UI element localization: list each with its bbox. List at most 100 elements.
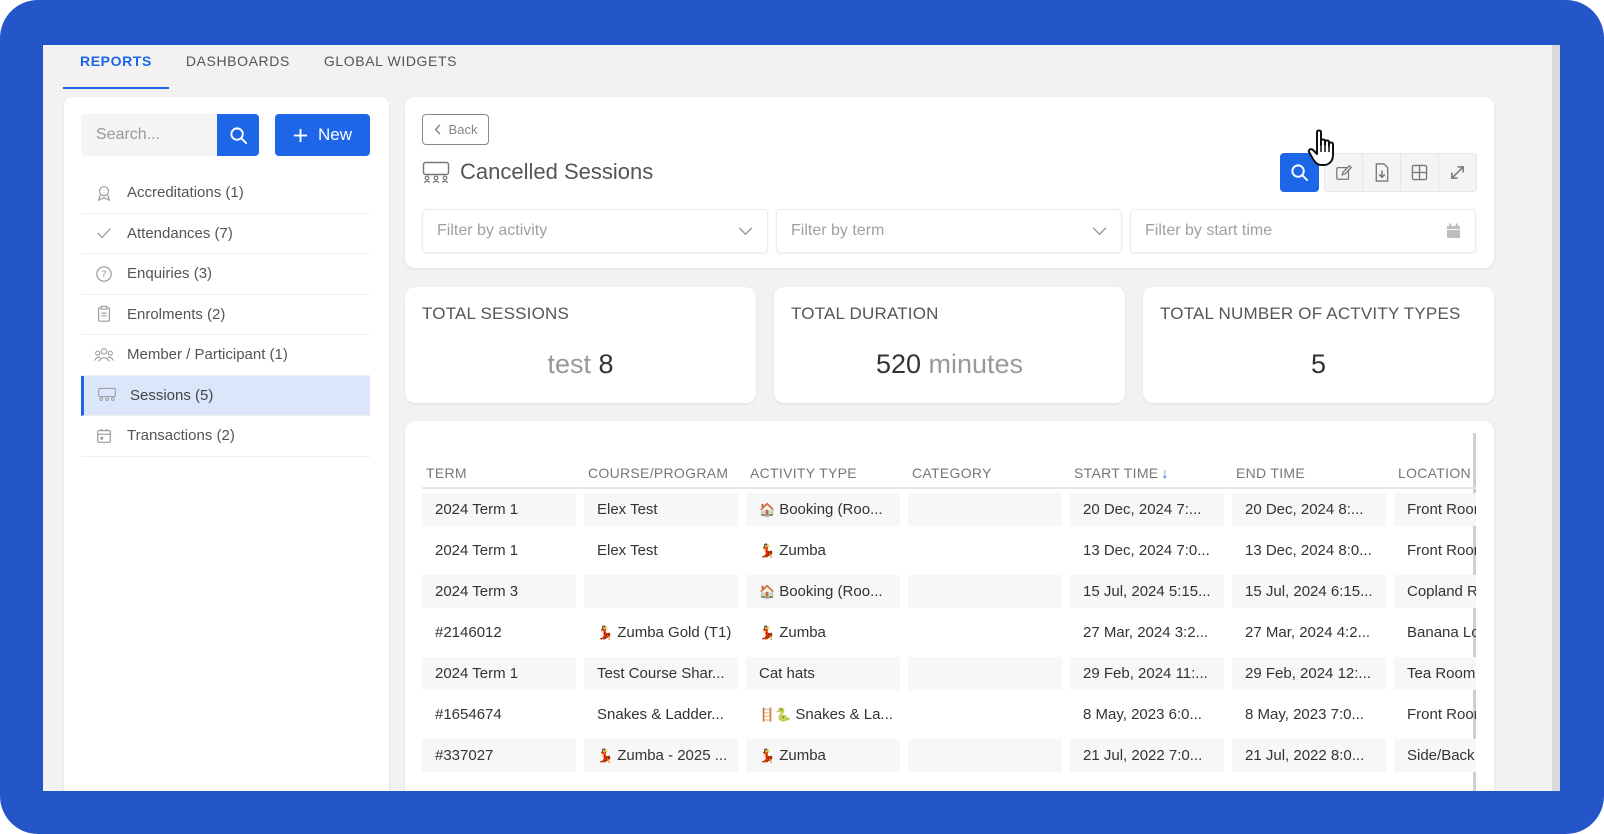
sidebar-item-transactions[interactable]: Transactions (2) [81,416,370,457]
activity-filter-select[interactable]: Filter by activity [422,209,768,253]
cell-text: Zumba Gold (T1) [617,624,732,641]
table-cell-start-time: 8 May, 2023 6:0... [1070,698,1232,731]
table-row[interactable]: #337027 💃 Zumba - 2025 ... 💃 Zumba 21 Jul, 20… [422,735,1476,776]
term-filter-select[interactable]: Filter by term [776,209,1122,253]
sidebar-item-enquiries[interactable]: ? Enquiries (3) [81,254,370,295]
table-row[interactable]: 2024 Term 3 🏠 Booking (Roo... 15 Jul, 2024 … [422,571,1476,612]
table-cell-location: Front Room [1394,493,1476,526]
cell-text: 13 Dec, 2024 8:0... [1245,542,1372,559]
sidebar-item-sessions[interactable]: Sessions (5) [81,375,370,416]
report-sidebar: New Accreditations (1) Attendances (7) ?… [64,97,389,791]
table-scrollbar[interactable] [1473,433,1476,791]
table-cell-location: Front Room [1394,698,1476,731]
cell-text: Front Room [1407,542,1476,559]
table-cell-start-time: 21 Jul, 2022 7:0... [1070,739,1232,772]
stat-number: 8 [598,349,614,379]
activity-emoji-icon: 💃 [759,624,776,640]
activity-emoji-icon: 🏠 [759,501,776,517]
chevron-down-icon [738,226,753,235]
table-cell-category [908,616,1070,649]
check-icon [94,223,114,243]
cell-text: Cat hats [759,665,815,682]
term-filter-placeholder: Filter by term [791,222,885,239]
tab-dashboards[interactable]: DASHBOARDS [185,53,290,69]
cell-text: 8 May, 2023 6:0... [1083,706,1202,723]
cell-text: 2024 Term 1 [435,501,519,518]
tab-global-widgets[interactable]: GLOBAL WIDGETS [323,53,458,69]
back-button[interactable]: Back [422,114,489,145]
cell-text: Snakes & La... [795,706,893,723]
table-cell-course: 💃 Zumba - 2025 ... [584,739,746,772]
cell-text: Elex Test [597,501,658,518]
table-row[interactable]: 2024 Term 1 Elex Test 🏠 Booking (Roo... 20 D… [422,489,1476,530]
cell-text: 21 Jul, 2022 7:0... [1083,747,1203,764]
cell-text: #1654674 [435,706,502,723]
activity-emoji-icon: 🪜🐍 [759,706,792,722]
edit-icon [1335,164,1352,180]
table-cell-start-time: 20 Dec, 2024 7:... [1070,493,1232,526]
plus-icon [293,128,308,142]
table-row[interactable]: 2024 Term 1 Test Course Shar... Cat hats 29… [422,653,1476,694]
report-category-list: Accreditations (1) Attendances (7) ? Enq… [81,173,370,457]
table-cell-location: Side/Back [1394,739,1476,772]
search-input[interactable] [81,114,217,156]
sidebar-item-attendances[interactable]: Attendances (7) [81,214,370,254]
cell-text: 13 Dec, 2024 7:0... [1083,542,1210,559]
edit-report-button[interactable] [1324,153,1363,192]
activity-emoji-icon: 🏠 [759,583,776,599]
table-row[interactable]: 2024 Term 1 Elex Test 💃 Zumba 13 Dec, 2024 7… [422,530,1476,571]
export-report-button[interactable] [1362,153,1401,192]
table-cell-end-time: 8 May, 2023 7:0... [1232,698,1394,731]
activity-emoji-icon: 💃 [759,747,776,763]
cell-text: Copland R [1407,583,1476,600]
sidebar-item-label: Accreditations (1) [127,184,244,202]
table-header: TERM COURSE/PROGRAM ACTIVITY TYPE CATEGO… [422,459,1476,489]
cell-text: Elex Test [597,542,658,559]
search-button[interactable] [217,114,259,156]
sessions-icon [422,161,450,183]
table-cell-end-time: 20 Dec, 2024 8:... [1232,493,1394,526]
cell-text: Zumba [779,747,826,764]
table-cell-location: Banana Lo [1394,616,1476,649]
table-cell-category [908,739,1070,772]
table-cell-end-time: 29 Feb, 2024 12:... [1232,657,1394,690]
table-row[interactable]: #1654674 Snakes & Ladder... 🪜🐍 Snakes & La.… [422,694,1476,735]
search-row [81,114,259,156]
cell-text: #337027 [435,747,494,764]
add-to-dashboard-button[interactable] [1400,153,1439,192]
table-cell-term: #2146012 [422,616,584,649]
table-cell-course: Elex Test [584,534,746,567]
table-body: 2024 Term 1 Elex Test 🏠 Booking (Roo... 20 D… [422,489,1476,776]
fullscreen-button[interactable] [1438,153,1477,192]
column-header-term[interactable]: TERM [426,465,467,481]
cell-text: 21 Jul, 2022 8:0... [1245,747,1365,764]
column-header-activity-type[interactable]: ACTIVITY TYPE [750,465,857,481]
cell-text: 15 Jul, 2024 5:15... [1083,583,1211,600]
start-time-filter-input[interactable]: Filter by start time [1130,209,1476,253]
column-header-location[interactable]: LOCATION [1398,465,1471,481]
new-report-button[interactable]: New [275,114,370,156]
file-download-icon [1375,163,1388,182]
table-cell-location: Copland R [1394,575,1476,608]
table-row[interactable]: #2146012 💃 Zumba Gold (T1) 💃 Zumba 27 Mar, 20… [422,612,1476,653]
table-cell-term: 2024 Term 1 [422,534,584,567]
search-toggle-button[interactable] [1280,153,1319,192]
sidebar-item-enrolments[interactable]: Enrolments (2) [81,295,370,335]
table-cell-category [908,698,1070,731]
stat-label: TOTAL DURATION [791,304,939,323]
sidebar-item-accreditations[interactable]: Accreditations (1) [81,173,370,214]
column-header-course[interactable]: COURSE/PROGRAM [588,465,729,481]
cell-text: 20 Dec, 2024 7:... [1083,501,1202,518]
page-scrollbar[interactable] [1552,45,1560,791]
column-header-start-time[interactable]: START TIME ↓ [1070,465,1232,481]
cell-text: Side/Back [1407,747,1475,764]
sidebar-item-label: Transactions (2) [127,427,235,445]
column-header-category[interactable]: CATEGORY [912,465,992,481]
column-header-end-time[interactable]: END TIME [1236,465,1306,481]
tab-reports[interactable]: REPORTS [63,45,169,89]
sidebar-item-member-participant[interactable]: Member / Participant (1) [81,335,370,376]
chevron-left-icon [434,124,440,135]
report-title-text: Cancelled Sessions [460,159,654,184]
cell-text: #2146012 [435,624,502,641]
stat-number: 520 [875,349,921,379]
